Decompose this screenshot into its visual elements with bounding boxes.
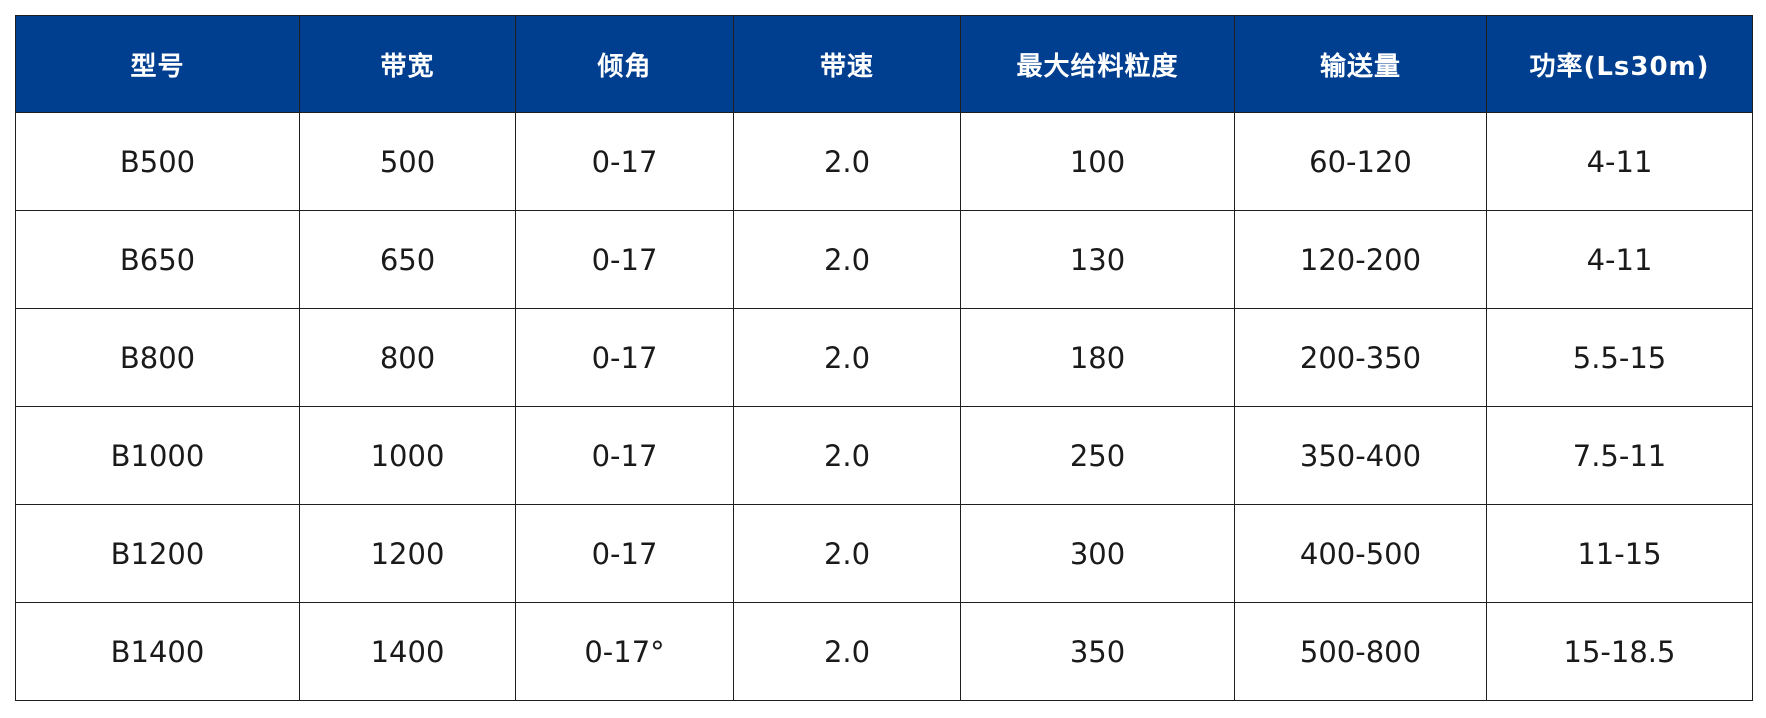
cell-belt-speed: 2.0 — [733, 308, 961, 407]
cell-belt-width: 500 — [299, 112, 516, 211]
cell-max-feed-size: 350 — [960, 602, 1235, 701]
table-row: B1400 1400 0-17° 2.0 350 500-800 15-18.5 — [15, 602, 1753, 701]
cell-capacity: 200-350 — [1234, 308, 1487, 407]
cell-belt-width: 1000 — [299, 406, 516, 505]
cell-capacity: 60-120 — [1234, 112, 1487, 211]
table-header: 型号 带宽 倾角 带速 最大给料粒度 输送量 功率(Ls30m) — [15, 15, 1753, 113]
header-belt-speed: 带速 — [733, 15, 961, 113]
cell-max-feed-size: 250 — [960, 406, 1235, 505]
cell-capacity: 500-800 — [1234, 602, 1487, 701]
cell-model: B800 — [15, 308, 300, 407]
cell-capacity: 120-200 — [1234, 210, 1487, 309]
header-max-feed-size: 最大给料粒度 — [960, 15, 1235, 113]
cell-power: 7.5-11 — [1486, 406, 1753, 505]
cell-inclination: 0-17° — [515, 602, 734, 701]
cell-inclination: 0-17 — [515, 210, 734, 309]
header-capacity: 输送量 — [1234, 15, 1487, 113]
table-row: B500 500 0-17 2.0 100 60-120 4-11 — [15, 112, 1753, 211]
table-row: B650 650 0-17 2.0 130 120-200 4-11 — [15, 210, 1753, 309]
cell-inclination: 0-17 — [515, 308, 734, 407]
cell-belt-width: 650 — [299, 210, 516, 309]
header-power: 功率(Ls30m) — [1486, 15, 1753, 113]
cell-power: 4-11 — [1486, 210, 1753, 309]
cell-belt-speed: 2.0 — [733, 602, 961, 701]
cell-belt-speed: 2.0 — [733, 210, 961, 309]
cell-capacity: 400-500 — [1234, 504, 1487, 603]
cell-power: 4-11 — [1486, 112, 1753, 211]
cell-max-feed-size: 130 — [960, 210, 1235, 309]
cell-model: B1400 — [15, 602, 300, 701]
cell-model: B500 — [15, 112, 300, 211]
cell-power: 11-15 — [1486, 504, 1753, 603]
cell-model: B1000 — [15, 406, 300, 505]
table-row: B800 800 0-17 2.0 180 200-350 5.5-15 — [15, 308, 1753, 407]
header-belt-width: 带宽 — [299, 15, 516, 113]
header-inclination: 倾角 — [515, 15, 734, 113]
cell-model: B1200 — [15, 504, 300, 603]
cell-power: 5.5-15 — [1486, 308, 1753, 407]
cell-capacity: 350-400 — [1234, 406, 1487, 505]
cell-belt-width: 800 — [299, 308, 516, 407]
header-row: 型号 带宽 倾角 带速 最大给料粒度 输送量 功率(Ls30m) — [15, 15, 1753, 113]
header-model: 型号 — [15, 15, 300, 113]
cell-max-feed-size: 180 — [960, 308, 1235, 407]
cell-belt-width: 1200 — [299, 504, 516, 603]
cell-inclination: 0-17 — [515, 504, 734, 603]
cell-power: 15-18.5 — [1486, 602, 1753, 701]
cell-max-feed-size: 300 — [960, 504, 1235, 603]
cell-belt-width: 1400 — [299, 602, 516, 701]
table-row: B1000 1000 0-17 2.0 250 350-400 7.5-11 — [15, 406, 1753, 505]
cell-max-feed-size: 100 — [960, 112, 1235, 211]
cell-belt-speed: 2.0 — [733, 406, 961, 505]
cell-model: B650 — [15, 210, 300, 309]
cell-belt-speed: 2.0 — [733, 112, 961, 211]
table-body: B500 500 0-17 2.0 100 60-120 4-11 B650 6… — [15, 112, 1753, 701]
cell-belt-speed: 2.0 — [733, 504, 961, 603]
table-row: B1200 1200 0-17 2.0 300 400-500 11-15 — [15, 504, 1753, 603]
cell-inclination: 0-17 — [515, 112, 734, 211]
spec-table: 型号 带宽 倾角 带速 最大给料粒度 输送量 功率(Ls30m) B500 50… — [15, 15, 1753, 701]
cell-inclination: 0-17 — [515, 406, 734, 505]
